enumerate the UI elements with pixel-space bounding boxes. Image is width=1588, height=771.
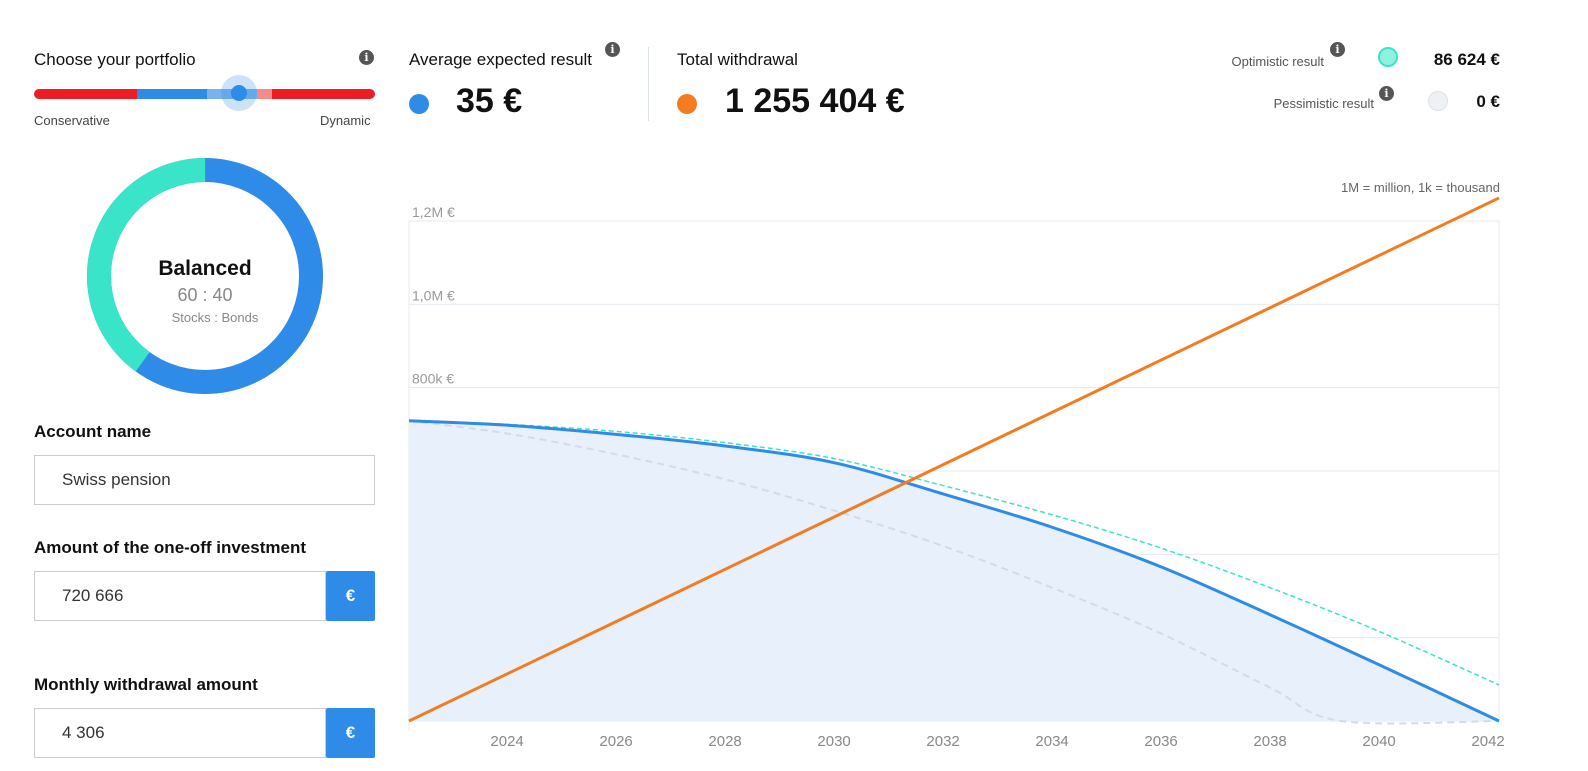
y-tick-label: 1,0M € bbox=[412, 287, 455, 303]
total-withdrawal-value: 1 255 404 € bbox=[725, 82, 905, 120]
average-line bbox=[408, 419, 1500, 723]
info-icon[interactable]: i bbox=[1379, 86, 1394, 101]
slider-track-red-left bbox=[34, 89, 137, 99]
chart-unit-note: 1M = million, 1k = thousand bbox=[1341, 180, 1500, 195]
pessimistic-line bbox=[408, 419, 1500, 725]
slider-max-label: Dynamic bbox=[320, 113, 371, 128]
x-tick-label: 2026 bbox=[599, 733, 632, 750]
withdrawal-currency-button[interactable]: € bbox=[326, 708, 375, 758]
portfolio-title: Choose your portfolio bbox=[34, 50, 196, 69]
x-tick-label: 2042 bbox=[1471, 733, 1504, 750]
account-name-field[interactable]: Swiss pension bbox=[34, 455, 375, 505]
account-name-label: Account name bbox=[34, 422, 152, 441]
allocation-name: Balanced bbox=[158, 257, 252, 280]
average-area bbox=[409, 420, 1499, 721]
x-tick-label: 2024 bbox=[490, 733, 523, 750]
summary-divider bbox=[648, 47, 649, 121]
x-tick-label: 2032 bbox=[926, 733, 959, 750]
investment-currency-button[interactable]: € bbox=[326, 571, 375, 621]
allocation-legend: Stocks : Bonds bbox=[171, 310, 259, 325]
slider-track-blue bbox=[137, 89, 207, 99]
withdrawal-field[interactable]: 4 306 bbox=[34, 708, 326, 758]
x-tick-label: 2030 bbox=[817, 733, 850, 750]
x-tick-label: 2028 bbox=[708, 733, 741, 750]
optimistic-value: 86 624 € bbox=[1433, 50, 1500, 69]
pessimistic-legend-dot bbox=[1428, 91, 1448, 111]
average-result-label: Average expected result bbox=[409, 50, 593, 69]
allocation-ratio: 60 : 40 bbox=[177, 285, 233, 305]
withdrawal-legend-dot bbox=[677, 94, 697, 114]
info-icon[interactable]: i bbox=[605, 42, 620, 57]
slider-handle[interactable] bbox=[221, 75, 257, 111]
slider-track-pink bbox=[257, 89, 272, 99]
optimistic-line bbox=[408, 419, 1500, 686]
allocation-donut bbox=[86, 158, 323, 394]
pessimistic-label: Pessimistic result bbox=[1273, 96, 1374, 111]
slider-track-red-right bbox=[272, 89, 375, 99]
info-icon[interactable]: i bbox=[1330, 42, 1345, 57]
x-tick-label: 2036 bbox=[1144, 733, 1177, 750]
investment-value: 720 666 bbox=[62, 586, 124, 605]
average-result-value: 35 € bbox=[456, 82, 523, 120]
optimistic-legend-dot bbox=[1378, 47, 1398, 67]
investment-label: Amount of the one-off investment bbox=[34, 538, 306, 557]
average-legend-dot bbox=[409, 94, 429, 114]
pessimistic-value: 0 € bbox=[1476, 92, 1500, 111]
donut-bonds-segment bbox=[86, 158, 323, 394]
withdrawal-label: Monthly withdrawal amount bbox=[34, 675, 258, 694]
info-icon[interactable]: i bbox=[359, 50, 374, 65]
slider-min-label: Conservative bbox=[34, 113, 110, 128]
optimistic-label: Optimistic result bbox=[1231, 54, 1324, 69]
withdrawal-line bbox=[408, 196, 1500, 723]
total-withdrawal-label: Total withdrawal bbox=[677, 50, 798, 69]
y-tick-label: 1,2M € bbox=[412, 204, 455, 220]
x-tick-label: 2034 bbox=[1035, 733, 1068, 750]
withdrawal-value: 4 306 bbox=[62, 723, 105, 742]
portfolio-slider[interactable] bbox=[34, 75, 375, 111]
x-tick-label: 2040 bbox=[1362, 733, 1395, 750]
account-name-value: Swiss pension bbox=[62, 470, 171, 489]
x-tick-label: 2038 bbox=[1253, 733, 1286, 750]
y-tick-label: 800k € bbox=[412, 371, 454, 387]
investment-field[interactable]: 720 666 bbox=[34, 571, 326, 621]
